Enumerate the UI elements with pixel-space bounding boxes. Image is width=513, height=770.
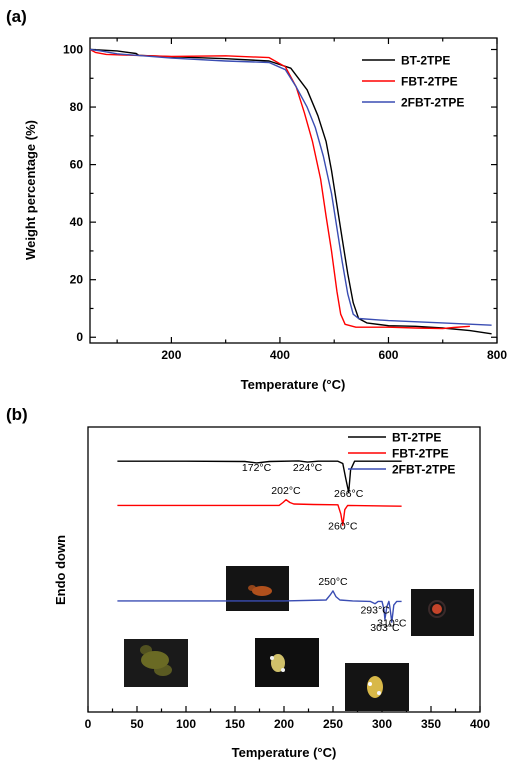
annotations-b: 172°C 224°C 266°C 202°C 260°C 250°C 293°C 303°C… (242, 462, 407, 634)
curves-a (89, 48, 492, 335)
x-tick-label: 0 (85, 717, 92, 731)
legend-label-b: BT-2TPE (392, 431, 441, 445)
x-axis-title-b: Temperature (°C) (232, 745, 337, 760)
x-tick-label: 200 (274, 717, 294, 731)
x-tick-label: 400 (270, 348, 290, 362)
y-axis-title-a: Weight percentage (%) (23, 120, 38, 260)
micrograph-2fbt-room (124, 639, 188, 687)
peak-annotation: 172°C (242, 462, 272, 474)
micrograph-fbt-2tpe (226, 566, 289, 611)
peak-annotation: 250°C (318, 576, 348, 588)
panel-a: (a) 200 400 600 800 0 20 40 60 80 100 BT-2TPE FBT-… (6, 7, 507, 392)
legend-label-b: FBT-2TPE (392, 447, 449, 461)
curves-b (117, 460, 402, 623)
peak-annotation: 293°C (360, 605, 390, 617)
panel-b: (b) 0 50 100 150 200 250 300 350 400 (6, 405, 490, 760)
x-tick-label: 250 (323, 717, 343, 731)
peak-annotation: 303°C (370, 622, 400, 634)
x-tick-label: 100 (176, 717, 196, 731)
peak-annotation: 260°C (328, 521, 358, 533)
series-line-b-0 (117, 460, 402, 494)
plot-frame-a (89, 37, 498, 344)
series-line-a-0 (89, 48, 492, 335)
y-tick-label: 80 (70, 100, 84, 114)
ticks-b: 0 50 100 150 200 250 300 350 400 (85, 706, 490, 731)
x-tick-label: 400 (470, 717, 490, 731)
peak-annotation: 266°C (334, 488, 364, 500)
ticks-a: 200 400 600 800 0 20 40 60 80 100 (63, 38, 507, 362)
y-tick-label: 0 (76, 330, 83, 344)
x-tick-label: 600 (378, 348, 398, 362)
micrographs (124, 566, 474, 711)
y-tick-label: 40 (70, 215, 84, 229)
y-tick-label: 100 (63, 43, 83, 57)
peak-annotation: 224°C (293, 462, 323, 474)
x-axis-title-a: Temperature (°C) (241, 377, 346, 392)
legend-label-a: 2FBT-2TPE (401, 96, 464, 110)
panel-a-label: (a) (6, 7, 27, 26)
panel-b-label: (b) (6, 405, 28, 424)
legend-label-b: 2FBT-2TPE (392, 463, 455, 477)
peak-annotation: 310°C (377, 618, 407, 630)
micrograph-2fbt-melt (411, 589, 474, 636)
series-line-a-1 (89, 48, 470, 330)
x-tick-label: 200 (161, 348, 181, 362)
micrograph-2fbt-250 (255, 638, 319, 687)
series-line-b-2 (117, 590, 402, 623)
x-tick-label: 150 (225, 717, 245, 731)
peak-annotation: 202°C (271, 485, 301, 497)
legend-b: BT-2TPE FBT-2TPE 2FBT-2TPE (348, 431, 455, 477)
series-line-b-1 (117, 499, 402, 526)
x-tick-label: 300 (372, 717, 392, 731)
x-tick-label: 50 (130, 717, 144, 731)
x-tick-label: 800 (487, 348, 507, 362)
y-tick-label: 20 (70, 273, 84, 287)
y-tick-label: 60 (70, 158, 84, 172)
legend-label-a: BT-2TPE (401, 54, 450, 68)
y-axis-title-b: Endo down (53, 535, 68, 605)
legend-label-a: FBT-2TPE (401, 75, 458, 89)
series-line-a-2 (89, 48, 492, 326)
legend-a: BT-2TPE FBT-2TPE 2FBT-2TPE (362, 54, 464, 110)
x-tick-label: 350 (421, 717, 441, 731)
micrograph-2fbt-303 (345, 663, 409, 711)
